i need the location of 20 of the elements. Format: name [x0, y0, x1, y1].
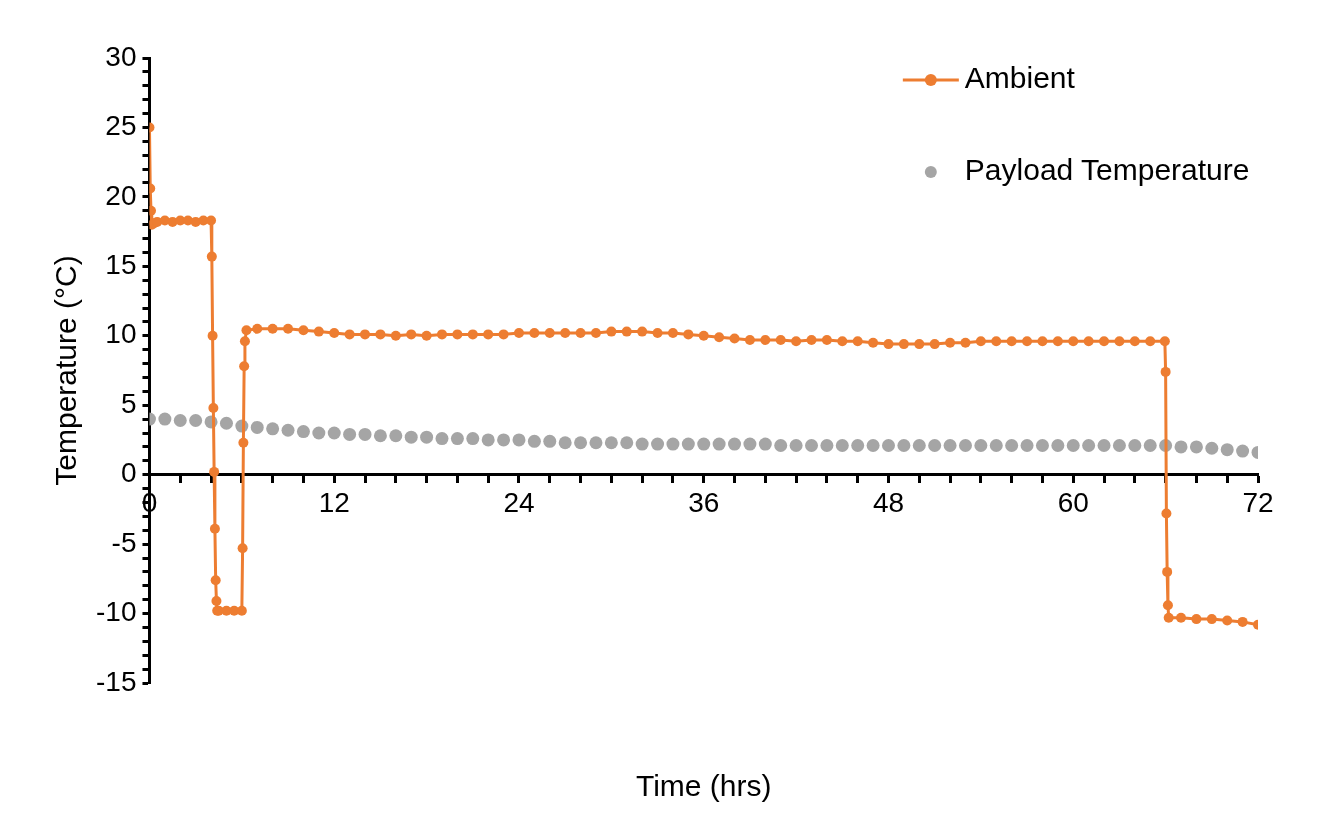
- x-tick-label: 24: [503, 487, 535, 519]
- x-tick-label: 60: [1057, 487, 1089, 519]
- x-tick-label: 72: [1242, 487, 1274, 519]
- y-tick-label: 5: [120, 387, 137, 419]
- x-axis-title: Time (hrs): [635, 769, 772, 803]
- x-tick-label: 48: [872, 487, 905, 519]
- x-tick-label: 12: [318, 487, 350, 519]
- y-tick-label: -15: [96, 665, 137, 697]
- y-tick-label: 20: [105, 179, 137, 211]
- y-tick-label: 10: [105, 318, 137, 350]
- x-tick-label: 36: [688, 487, 720, 519]
- y-tick-label: -5: [111, 526, 137, 558]
- y-tick-label: 25: [105, 110, 137, 142]
- legend-label: Payload Temperature: [964, 153, 1250, 187]
- legend-label: Ambient: [964, 61, 1076, 95]
- y-tick-label: -10: [96, 596, 137, 628]
- y-axis-title: Temperature (°C): [49, 255, 83, 486]
- y-tick-label: 30: [105, 40, 137, 72]
- y-tick-label: 0: [120, 457, 137, 489]
- y-tick-label: 15: [105, 249, 137, 281]
